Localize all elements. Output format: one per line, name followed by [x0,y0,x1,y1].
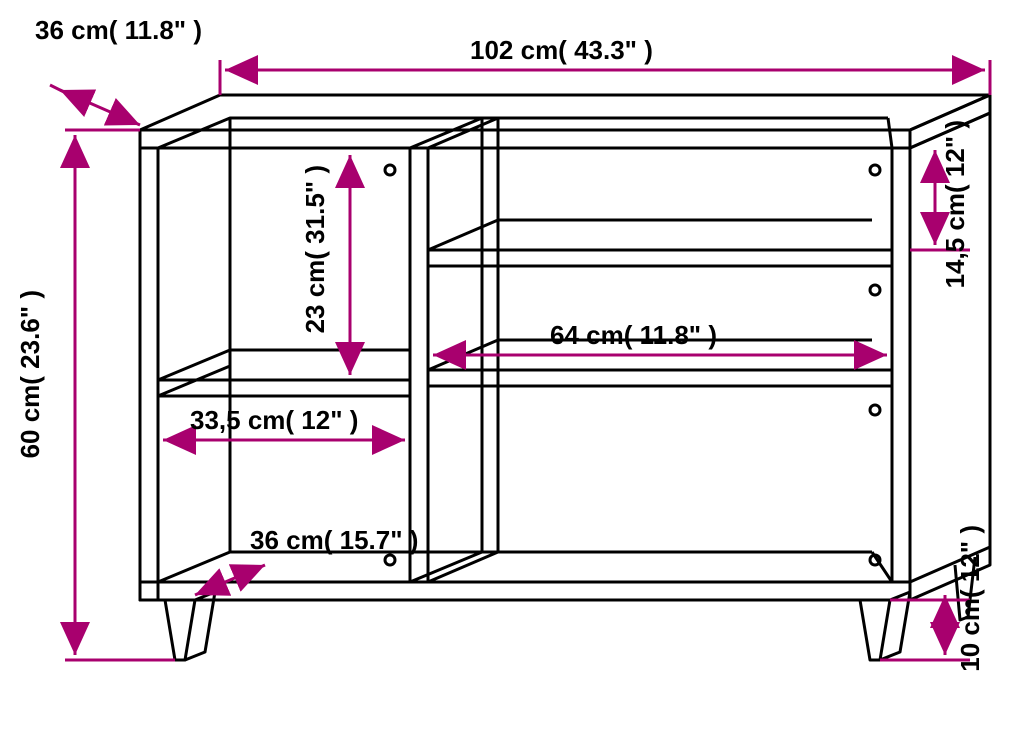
technical-drawing-svg [0,0,1013,737]
label-leg-height: 10 cm( 12" ) [955,525,986,672]
label-depth-top: 36 cm( 11.8" ) [35,15,202,46]
cabinet-outline [140,95,990,660]
label-height-left: 60 cm( 23.6" ) [15,290,46,458]
diagram-canvas: 36 cm( 11.8" ) 102 cm( 43.3" ) 60 cm( 23… [0,0,1013,737]
dimension-lines [50,60,990,660]
label-depth-bottom: 36 cm( 15.7" ) [250,525,418,556]
label-width-top: 102 cm( 43.3" ) [470,35,653,66]
label-left-width: 33,5 cm( 12" ) [190,405,358,436]
label-inner-height: 23 cm( 31.5" ) [300,165,331,333]
label-shelf-height: 14,5 cm( 12" ) [940,120,971,288]
label-inner-width: 64 cm( 11.8" ) [550,320,717,351]
